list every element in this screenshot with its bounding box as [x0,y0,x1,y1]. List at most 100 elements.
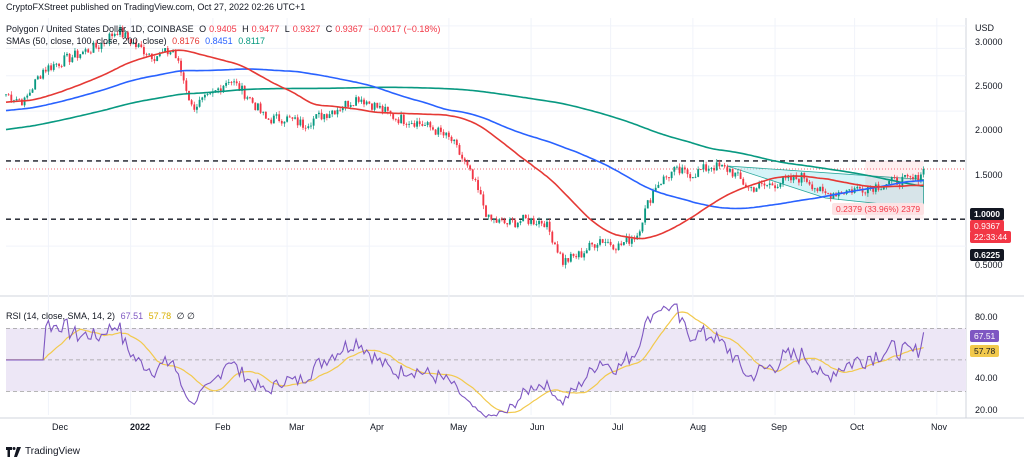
candle-body [713,167,715,171]
candle-body [620,243,623,245]
ohlc-open: 0.9405 [209,24,237,34]
candle-body [74,50,76,58]
ohlc-close: 0.9367 [335,24,363,34]
candle-body [206,93,209,95]
candle-body [34,79,37,90]
candle-body [267,118,270,120]
candle-body [522,214,525,222]
candle-body [190,100,193,105]
candle-body [381,105,384,112]
candle-body [482,194,485,206]
candle-body [917,175,920,182]
candle-body [906,174,909,177]
candle-body [97,47,100,49]
candle-body [583,253,586,258]
candle-body [479,190,482,195]
candle-body [408,123,411,125]
candle-body [527,217,530,224]
candle-body [357,97,360,102]
candle-body [421,124,424,126]
candle-body [164,48,167,53]
candle-body [445,132,448,136]
candle-body [368,101,371,104]
candle-body [872,187,875,192]
candle-body [442,131,445,136]
candle-body [469,165,472,170]
candle-body [601,239,604,243]
candle-body [36,76,39,80]
candle-body [331,110,334,115]
candle-body [198,99,201,107]
candle-body [296,117,299,126]
symbol-header: Polygon / United States Dollar, 1D, COIN… [6,24,443,34]
candle-body [241,85,243,91]
price-tick: 2.0000 [975,125,1003,135]
candle-body [315,114,318,119]
candle-body [477,180,479,191]
candle-body [371,103,373,110]
tradingview-footer[interactable]: TradingView [6,446,80,457]
candle-body [744,184,747,188]
candle-body [92,42,95,53]
candle-body [866,187,869,194]
candle-body [723,165,726,167]
ohlc-low-label: L [284,24,290,34]
candle-body [71,57,74,63]
candle-body [52,64,55,70]
candle-body [394,118,397,120]
candle-body [843,193,845,195]
candle-body [784,176,787,179]
candle-body [670,171,673,179]
time-tick: 2022 [130,422,151,432]
candle-body [328,114,331,118]
price-tick: 2.5000 [975,81,1003,91]
candle-body [410,123,413,124]
candle-body [426,122,429,126]
candle-body [636,235,639,240]
candle-body [246,97,249,99]
candle-body [500,219,503,221]
candle-body [169,52,172,55]
candle-body [768,183,771,186]
candle-body [485,205,487,217]
rsi-tick: 40.00 [975,373,998,383]
candle-body [644,208,647,223]
candle-body [386,106,389,111]
candle-body [792,175,795,181]
candle-body [731,168,734,177]
candle-body [288,116,291,118]
candle-body [466,161,469,166]
candle-body [506,223,509,225]
candle-body [203,94,206,98]
candle-body [196,106,198,110]
candle-body [243,85,246,99]
candle-body [715,162,718,171]
candle-body [508,219,511,225]
candle-body [609,241,612,245]
candle-body [750,187,753,189]
candle-body [437,127,440,135]
candle-body [307,126,310,129]
candle-body [145,54,148,56]
candle-body [227,82,230,83]
sma-legend: SMAs (50, close, 100, close, 200, close)… [6,36,268,46]
candle-body [447,132,450,137]
candle-body [694,176,697,178]
candle-body [848,189,851,191]
candle-body [344,101,347,108]
candle-body [538,220,540,225]
candle-body [100,43,103,49]
candle-body [119,27,121,35]
candle-body [323,114,326,120]
candle-body [333,110,336,115]
candle-body [493,219,495,220]
candle-body [612,244,615,250]
price-tick: 0.5000 [975,260,1003,270]
candle-body [341,107,344,111]
candle-body [20,99,23,106]
candle-body [556,244,559,253]
candle-body [339,109,342,111]
candle-body [439,127,442,132]
candle-body [450,136,453,142]
candle-body [705,164,708,171]
